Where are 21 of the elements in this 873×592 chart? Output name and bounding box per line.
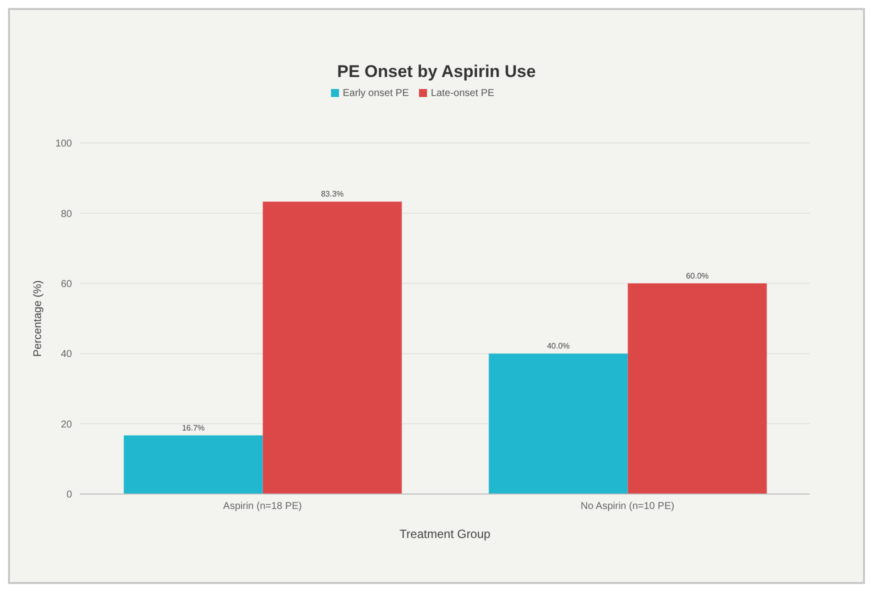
- chart-title: PE Onset by Aspirin Use: [336, 62, 537, 82]
- legend-label: Early onset PE: [342, 88, 409, 99]
- y-tick-label: 100: [55, 138, 72, 150]
- y-tick-label: 0: [66, 490, 72, 501]
- data-label: 40.0%: [546, 342, 570, 351]
- x-tick-label: No Aspirin (n=10 PE): [580, 501, 674, 512]
- data-label: 83.3%: [320, 190, 344, 199]
- x-axis-title: Treatment Group: [400, 527, 491, 541]
- y-axis-title: Percentage (%): [32, 280, 44, 357]
- x-tick-label: Aspirin (n=18 PE): [223, 501, 302, 512]
- data-label: 60.0%: [686, 271, 709, 280]
- bar: [262, 202, 402, 494]
- legend-label: Late-onset PE: [430, 88, 494, 99]
- bar: [628, 283, 767, 494]
- y-tick-label: 60: [60, 278, 72, 290]
- data-label: 16.7%: [182, 423, 205, 432]
- y-tick-label: 40: [60, 349, 72, 360]
- y-tick-label: 80: [60, 208, 72, 220]
- bar: [124, 435, 263, 494]
- bar: [488, 354, 628, 494]
- y-tick-label: 20: [60, 419, 72, 430]
